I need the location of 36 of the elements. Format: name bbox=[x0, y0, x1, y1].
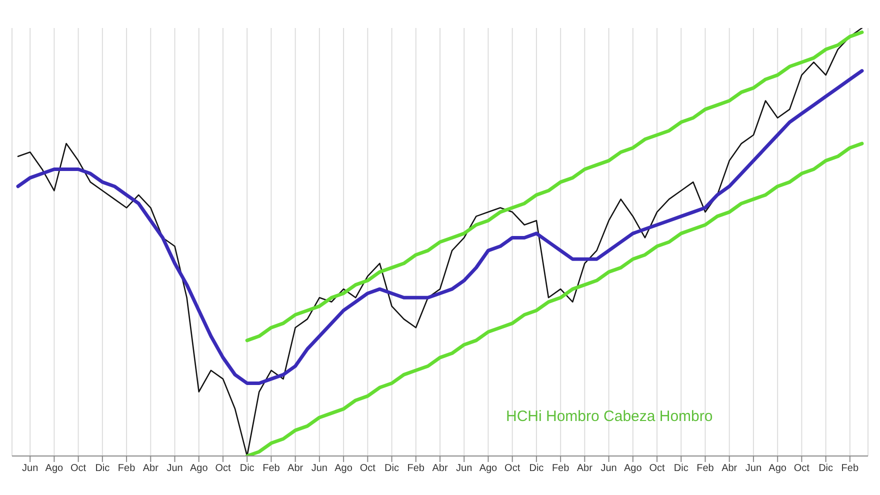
x-tick-label: Jun bbox=[311, 463, 328, 474]
x-tick-label: Dic bbox=[384, 463, 399, 474]
x-tick-label: Dic bbox=[818, 463, 834, 474]
x-tick-label: Dic bbox=[529, 463, 544, 474]
x-tick-label: Oct bbox=[70, 463, 86, 474]
x-tick-label: Jun bbox=[22, 463, 38, 474]
x-tick-label: Jun bbox=[745, 463, 762, 474]
annotation: HCHi Hombro Cabeza Hombro bbox=[506, 408, 713, 425]
x-tick-label: Oct bbox=[794, 463, 810, 474]
x-tick-label: Ago bbox=[479, 463, 498, 474]
x-tick-label: Ago bbox=[190, 463, 208, 474]
x-tick-label: Oct bbox=[215, 463, 231, 474]
x-tick-label: Jun bbox=[456, 463, 472, 474]
x-tick-label: Feb bbox=[262, 463, 280, 474]
x-tick-label: Ago bbox=[624, 463, 642, 474]
x-tick-label: Jun bbox=[166, 463, 183, 474]
x-tick-label: Feb bbox=[552, 463, 570, 474]
x-tick-label: Feb bbox=[407, 463, 425, 474]
x-tick-label: Oct bbox=[649, 463, 666, 474]
x-tick-label: Dic bbox=[240, 463, 254, 474]
x-tick-label: Ago bbox=[45, 463, 64, 474]
x-tick-label: Feb bbox=[696, 463, 714, 474]
x-tick-label: Feb bbox=[118, 463, 136, 474]
x-tick-label: Abr bbox=[722, 463, 738, 474]
x-tick-label: Oct bbox=[504, 463, 520, 474]
x-tick-label: Jun bbox=[600, 463, 617, 474]
x-tick-label: Ago bbox=[334, 463, 353, 474]
x-tick-label: Dic bbox=[674, 463, 688, 474]
x-tick-label: Abr bbox=[288, 463, 304, 474]
x-tick-label: Feb bbox=[841, 463, 859, 474]
x-tick-label: Abr bbox=[432, 463, 448, 474]
x-tick-label: Oct bbox=[360, 463, 376, 474]
x-tick-label: Dic bbox=[95, 463, 110, 474]
x-tick-label: Ago bbox=[768, 463, 787, 474]
x-tick-label: Abr bbox=[576, 463, 594, 474]
x-tick-label: Abr bbox=[142, 463, 160, 474]
